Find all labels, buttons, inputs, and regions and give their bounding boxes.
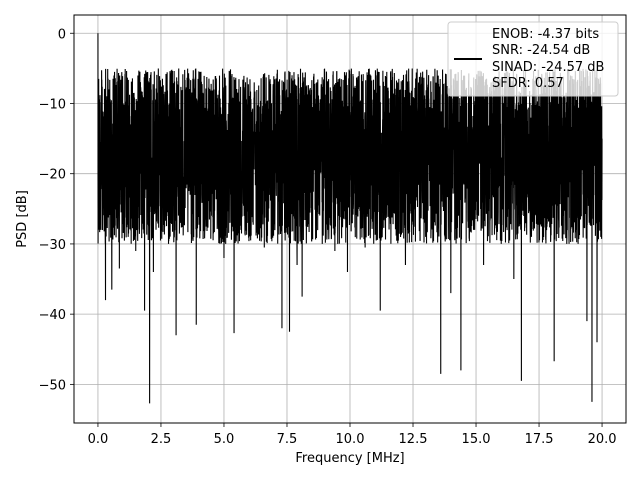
legend-box (447, 21, 619, 97)
legend-entry-sfdr: SFDR: 0.57 (492, 76, 564, 91)
x-tick-label: 15.0 (462, 432, 491, 447)
x-axis-label: Frequency [MHz] (295, 451, 404, 466)
x-tick-label: 20.0 (588, 432, 617, 447)
x-tick-label: 12.5 (399, 432, 428, 447)
legend-entry-enob: ENOB: -4.37 bits (492, 27, 599, 42)
y-tick-label: −50 (39, 378, 66, 393)
legend-entry-sinad: SINAD: -24.57 dB (492, 60, 604, 75)
y-tick-label: −40 (39, 308, 66, 323)
x-tick-label: 5.0 (214, 432, 235, 447)
series-layer (97, 33, 603, 404)
y-tick-label: −10 (39, 97, 66, 112)
y-axis-label: PSD [dB] (15, 190, 30, 248)
y-tick-label: −20 (39, 168, 66, 183)
y-axis: 0 −10 −20 −30 −40 −50 (39, 27, 74, 393)
x-tick-label: 0.0 (88, 432, 109, 447)
x-axis: 0.0 2.5 5.0 7.5 10.0 12.5 15.0 17.5 20.0 (88, 423, 617, 447)
psd-series-line (97, 33, 603, 404)
y-tick-label: 0 (58, 27, 66, 42)
x-tick-label: 10.0 (336, 432, 365, 447)
x-tick-label: 7.5 (277, 432, 298, 447)
legend-entry-snr: SNR: -24.54 dB (492, 43, 590, 58)
x-tick-label: 17.5 (525, 432, 554, 447)
legend: ENOB: -4.37 bits SNR: -24.54 dB SINAD: -… (447, 21, 619, 97)
x-tick-label: 2.5 (151, 432, 172, 447)
y-tick-label: −30 (39, 238, 66, 253)
